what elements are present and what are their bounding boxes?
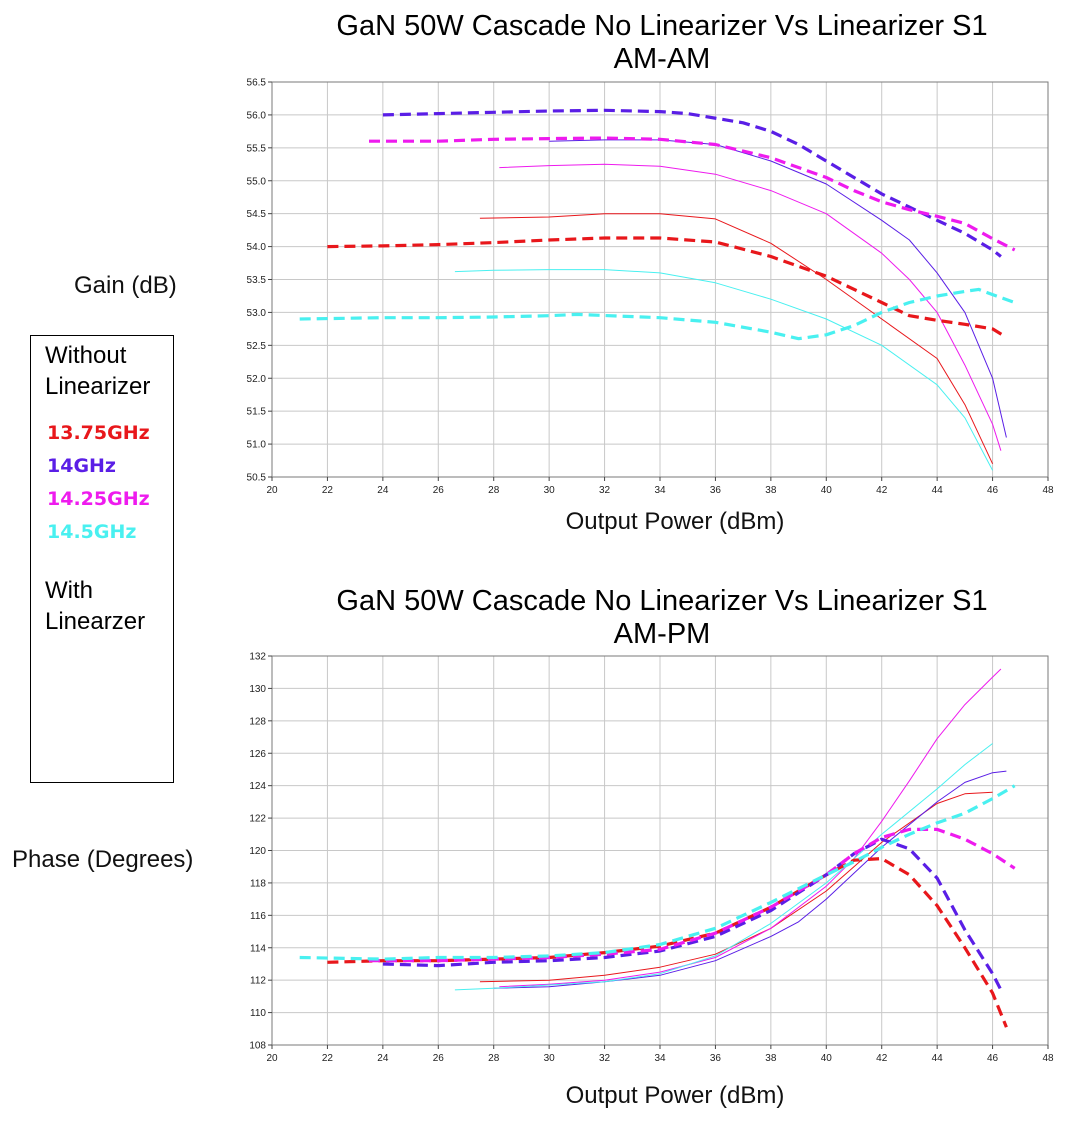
legend-heading-with: With	[45, 577, 93, 604]
y-tick-label: 53.0	[247, 308, 267, 319]
y-tick-label: 116	[250, 911, 266, 922]
legend-heading-without-line2: Linearizer	[45, 373, 151, 400]
legend-item-with-1375: 13.75GHz	[46, 647, 150, 670]
x-tick-label: 32	[599, 1053, 611, 1064]
x-tick-label: 46	[987, 485, 999, 496]
series-line-1375GHz-with-linearizer	[327, 236, 1008, 339]
y-tick-label: 55.0	[247, 176, 267, 187]
x-tick-label: 42	[876, 1053, 888, 1064]
x-tick-label: 28	[488, 485, 500, 496]
x-tick-label: 32	[599, 485, 611, 496]
y-tick-label: 108	[249, 1041, 266, 1052]
am-pm-x-axis-label: Output Power (dBm)	[565, 1082, 785, 1109]
x-tick-label: 36	[710, 1053, 722, 1064]
y-tick-label: 132	[249, 652, 266, 663]
x-tick-label: 20	[266, 485, 278, 496]
series-line-145GHz-with-linearizer	[299, 287, 1016, 341]
legend-item-without-1375: 13.75GHz	[47, 422, 150, 444]
legend-item-with-1425: 14.25GHz	[46, 713, 150, 736]
x-tick-label: 30	[544, 1053, 556, 1064]
y-tick-label: 54.5	[247, 209, 267, 220]
legend-item-without-145: 14.5GHz	[47, 521, 137, 543]
x-tick-label: 22	[322, 1053, 334, 1064]
y-tick-label: 55.5	[247, 143, 267, 154]
series-line-1375GHz-with-linearizer	[327, 856, 1008, 1028]
x-tick-label: 28	[488, 1053, 500, 1064]
x-tick-label: 42	[876, 485, 888, 496]
series-line-14GHz-without-linearizer	[549, 139, 1007, 438]
series-line-1425GHz-without-linearizer	[499, 163, 1002, 451]
legend-item-with-145: 14.5GHz	[46, 746, 137, 769]
x-tick-label: 24	[377, 485, 389, 496]
x-tick-label: 36	[710, 485, 722, 496]
x-tick-label: 48	[1042, 485, 1054, 496]
y-tick-label: 130	[249, 684, 266, 695]
series-line-145GHz-with-linearizer	[299, 784, 1016, 961]
x-tick-label: 26	[433, 485, 445, 496]
chart-am-pm: 20 22 24 26 28 30 32 34 36 38 40 42 44 46 48 108 110 112 1…	[249, 652, 1054, 1065]
x-tick-label: 40	[821, 1053, 833, 1064]
series-line-1425GHz-without-linearizer	[499, 668, 1002, 988]
y-tick-label: 56.5	[247, 78, 267, 89]
y-tick-label: 52.0	[247, 374, 267, 385]
x-tick-label: 44	[932, 485, 944, 496]
series-line-145GHz-without-linearizer	[454, 743, 993, 991]
x-tick-label: 22	[322, 485, 334, 496]
x-tick-label: 38	[765, 485, 777, 496]
am-pm-title: GaN 50W Cascade No Linearizer Vs Lineari…	[336, 585, 988, 617]
series-line-14GHz-with-linearizer	[382, 837, 1003, 991]
am-am-x-axis-label: Output Power (dBm)	[565, 508, 785, 535]
legend-item-without-1425: 14.25GHz	[47, 488, 150, 510]
legend: Without Linearizer 13.75GHz 14GHz 14.25G…	[30, 335, 174, 783]
legend-heading-without: Without	[45, 342, 127, 369]
y-tick-label: 52.5	[247, 341, 267, 352]
y-tick-label: 112	[250, 976, 266, 987]
series-line-1425GHz-with-linearizer	[369, 827, 1016, 963]
series-line-1375GHz-without-linearizer	[479, 213, 994, 465]
y-tick-label: 51.0	[247, 440, 267, 451]
y-tick-label: 50.5	[247, 473, 267, 484]
am-am-subtitle: AM-AM	[613, 43, 711, 75]
x-tick-label: 34	[654, 1053, 666, 1064]
am-pm-subtitle: AM-PM	[613, 618, 711, 650]
am-pm-y-axis-label: Phase (Degrees)	[12, 846, 194, 873]
legend-item-without-14: 14GHz	[47, 455, 116, 477]
series-line-145GHz-without-linearizer	[454, 269, 994, 471]
y-tick-label: 56.0	[247, 110, 267, 121]
y-tick-label: 118	[250, 878, 266, 889]
y-tick-label: 128	[249, 716, 266, 727]
legend-item-with-14: 14GHz	[46, 680, 116, 703]
x-tick-label: 20	[266, 1053, 278, 1064]
legend-heading-with-line2: Linearzer	[45, 608, 146, 635]
series-line-1425GHz-with-linearizer	[369, 136, 1016, 252]
x-tick-label: 30	[544, 485, 556, 496]
x-tick-label: 44	[932, 1053, 944, 1064]
am-am-title: GaN 50W Cascade No Linearizer Vs Lineari…	[336, 10, 988, 42]
x-tick-label: 48	[1042, 1053, 1054, 1064]
x-tick-label: 40	[821, 485, 833, 496]
y-tick-label: 124	[249, 781, 266, 792]
series-line-1375GHz-without-linearizer	[479, 791, 993, 983]
series-line-14GHz-with-linearizer	[382, 108, 1002, 258]
x-tick-label: 34	[654, 485, 666, 496]
y-tick-label: 110	[250, 1008, 266, 1019]
y-tick-label: 114	[250, 943, 266, 954]
y-tick-label: 126	[249, 749, 266, 760]
y-tick-label: 51.5	[247, 407, 267, 418]
y-tick-label: 120	[249, 846, 266, 857]
y-tick-label: 53.5	[247, 275, 267, 286]
chart-am-am: 20 22 24 26 28 30 32 34 36 38 40 42 44 46 48 50.5 51.0 51…	[247, 78, 1054, 497]
x-tick-label: 26	[433, 1053, 445, 1064]
x-tick-label: 38	[765, 1053, 777, 1064]
y-tick-label: 122	[249, 814, 266, 825]
y-tick-label: 54.0	[247, 242, 267, 253]
am-am-y-axis-label: Gain (dB)	[74, 272, 177, 299]
x-tick-label: 24	[377, 1053, 389, 1064]
x-tick-label: 46	[987, 1053, 999, 1064]
